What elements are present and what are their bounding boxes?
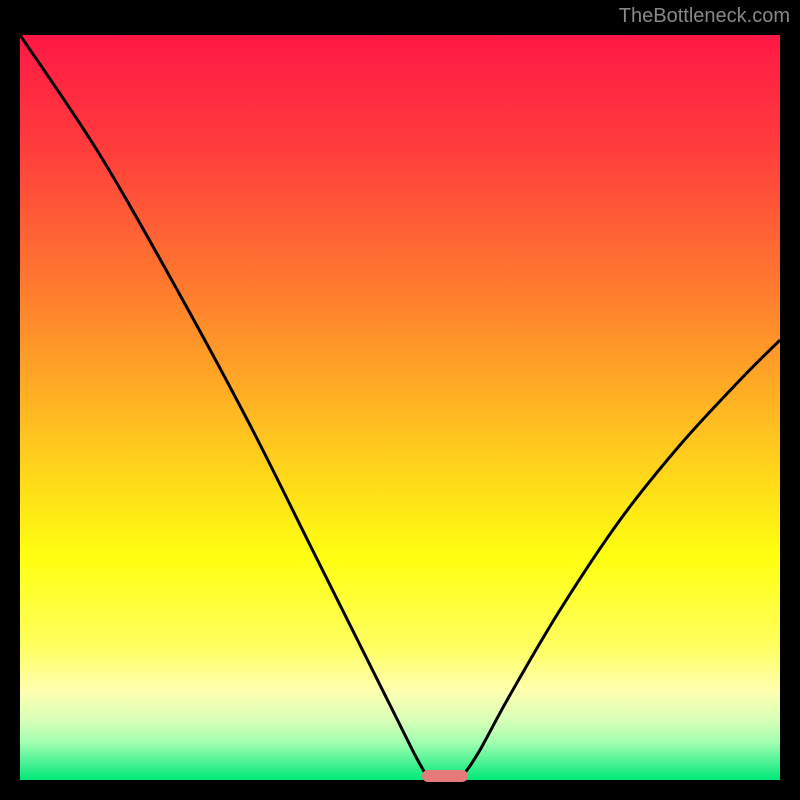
left-curve-line [20,35,425,773]
bottleneck-chart [20,35,780,780]
optimal-point-marker [422,770,468,782]
watermark-text: TheBottleneck.com [619,5,790,28]
right-curve-line [465,340,780,773]
bottleneck-curves [20,35,780,780]
